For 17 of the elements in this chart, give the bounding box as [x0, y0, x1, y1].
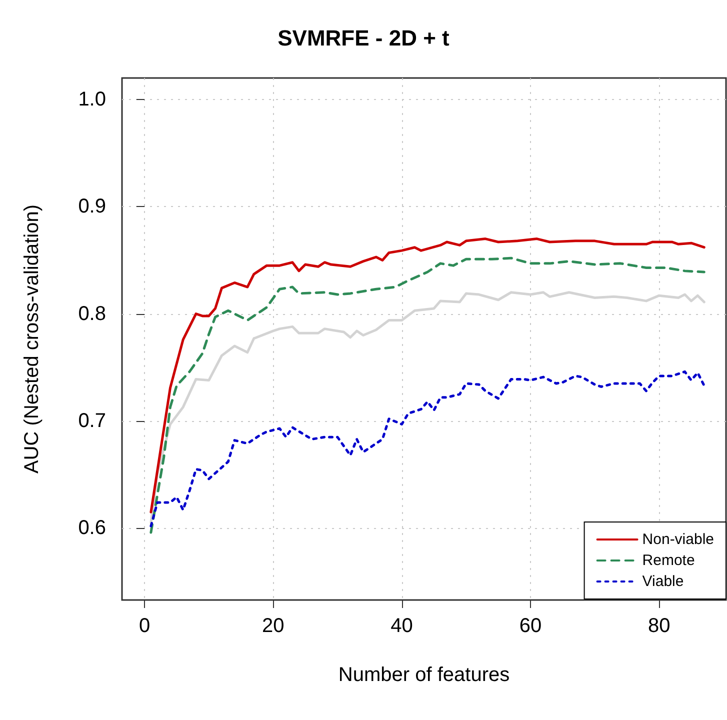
x-tick-label: 20 [262, 615, 284, 637]
y-tick-label: 0.6 [78, 517, 106, 540]
y-tick-label: 1.0 [78, 88, 106, 110]
y-tick-label: 0.9 [78, 196, 106, 218]
x-tick-label: 40 [390, 615, 413, 637]
y-tick-label: 0.7 [78, 410, 106, 432]
legend-label: Viable [642, 573, 684, 590]
x-axis-title: Number of features [338, 664, 510, 686]
x-tick-label: 0 [138, 615, 150, 637]
y-tick-label: 0.8 [78, 302, 106, 325]
x-tick-label: 80 [648, 615, 670, 637]
x-tick-label: 60 [519, 615, 542, 637]
line-series [150, 370, 706, 528]
chart-title: SVMRFE - 2D + t [278, 26, 450, 50]
y-axis-title: AUC (Nested cross-validation) [21, 204, 43, 474]
legend-label: Non-viable [642, 531, 714, 548]
legend-label: Remote [642, 552, 695, 569]
